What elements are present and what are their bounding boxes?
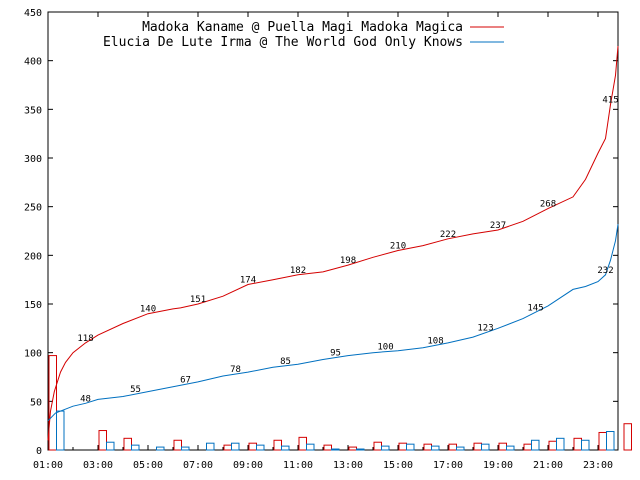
series-2-hour-bar [131,444,140,451]
series-1-hour-bar [123,437,132,451]
series-2-value-label: 232 [597,266,613,276]
legend: Madoka Kaname @ Puella Magi Madoka Magic… [103,20,504,50]
series-1-value-label: 210 [390,241,406,251]
series-1-hour-bar [348,446,357,451]
x-tick-label: 01:00 [33,460,63,471]
legend-entry-label: Elucia De Lute Irma @ The World God Only… [103,35,463,50]
x-tick-label: 05:00 [133,460,163,471]
series-1-value-label: 222 [440,230,456,240]
series-1-hour-bar [473,442,482,451]
series-2-hour-bar [356,448,365,451]
y-tick-label: 400 [24,57,42,68]
series-2-value-label: 85 [280,357,291,367]
x-tick-label: 21:00 [533,460,563,471]
y-tick-label: 50 [30,397,42,408]
x-tick-label: 11:00 [283,460,313,471]
series-2-hour-bar [431,445,440,451]
series-2-value-label: 55 [130,385,141,395]
x-tick-label: 03:00 [83,460,113,471]
series-2-hour-bar [181,446,190,451]
series-1-line [47,46,619,441]
series-2-value-label: 100 [377,343,393,353]
series-2-hour-bar [381,445,390,451]
series-1-hour-bar [573,437,582,451]
series-1-hour-bar [173,439,182,451]
series-1-value-label: 415 [602,95,618,105]
y-tick-label: 150 [24,300,42,311]
series-2-hour-bar [456,446,465,451]
series-2-hour-bar [106,441,115,451]
x-tick-label: 13:00 [333,460,363,471]
x-tick-label: 15:00 [383,460,413,471]
series-2-hour-bar [156,446,165,451]
y-tick-label: 300 [24,154,42,165]
series-2-hour-bar [506,445,515,451]
series-2-hour-bar [606,431,615,451]
series-2-value-label: 67 [180,375,191,385]
series-1-hour-bar [398,442,407,451]
series-1-hour-bar [48,355,57,451]
series-1-hour-bar [298,436,307,451]
series-2-hour-bar [306,443,315,451]
series-2-value-label: 145 [527,303,543,313]
series-1-value-label: 182 [290,266,306,276]
series-1-value-label: 237 [490,221,506,231]
plot-area: 0 50 100 150 200 250 300 350 400 450 01:00 03:00 05:… [24,8,632,471]
y-tick-label: 250 [24,203,42,214]
series-2-hour-bar [281,445,290,451]
x-tick-label: 09:00 [233,460,263,471]
series-1-hour-bar [223,444,232,451]
series-2-line [47,224,619,422]
series-2-value-label: 48 [80,394,91,404]
series-2-hour-bar [556,437,565,451]
series-1-hour-bar [423,443,432,451]
series-1-hour-bar [373,441,382,451]
series-2-hour-bar [206,442,215,451]
series-1-value-label: 140 [140,305,156,315]
series-1-value-label: 174 [240,276,256,286]
x-tick-label: 23:00 [583,460,613,471]
series-1-hour-bar [323,444,332,451]
series-2-value-label: 108 [427,336,443,346]
x-tick-label: 19:00 [483,460,513,471]
series-2-hour-bar [406,443,415,451]
series-1-value-label: 198 [340,256,356,266]
series-2-hour-bar [231,442,240,451]
y-tick-label: 100 [24,349,42,360]
y-tick-label: 450 [24,8,42,19]
y-tick-label: 0 [36,446,42,457]
x-tick-label: 17:00 [433,460,463,471]
series-1-hour-bar [448,443,457,451]
series-2-hour-bar [531,439,540,451]
series-1-hour-bar [273,439,282,451]
series-2-value-label: 78 [230,365,241,375]
series-1-value-label: 268 [540,200,556,210]
series-2-hour-bar [56,410,65,451]
series-1-hour-bar [598,431,607,451]
series-2-value-label: 95 [330,349,341,359]
series-1-value-label: 118 [77,334,93,344]
series-2-value-label: 123 [477,324,493,334]
x-tick-label: 07:00 [183,460,213,471]
series-1-hour-bar [548,440,557,451]
y-tick-label: 350 [24,105,42,116]
series-1-hour-bar [498,442,507,451]
series-1-value-label: 151 [190,295,206,305]
series-1-hour-bar [623,423,632,451]
y-tick-label: 200 [24,251,42,262]
series-2-hour-bar [481,443,490,451]
series-1-hour-bar [523,443,532,451]
series-2-hour-bar [256,444,265,451]
series-2-hour-bar [331,448,340,451]
series-1-hour-bar [248,442,257,451]
series-2-hour-bar [581,439,590,451]
series-1-hour-bar [98,430,107,451]
legend-entry-label: Madoka Kaname @ Puella Magi Madoka Magic… [142,20,463,35]
